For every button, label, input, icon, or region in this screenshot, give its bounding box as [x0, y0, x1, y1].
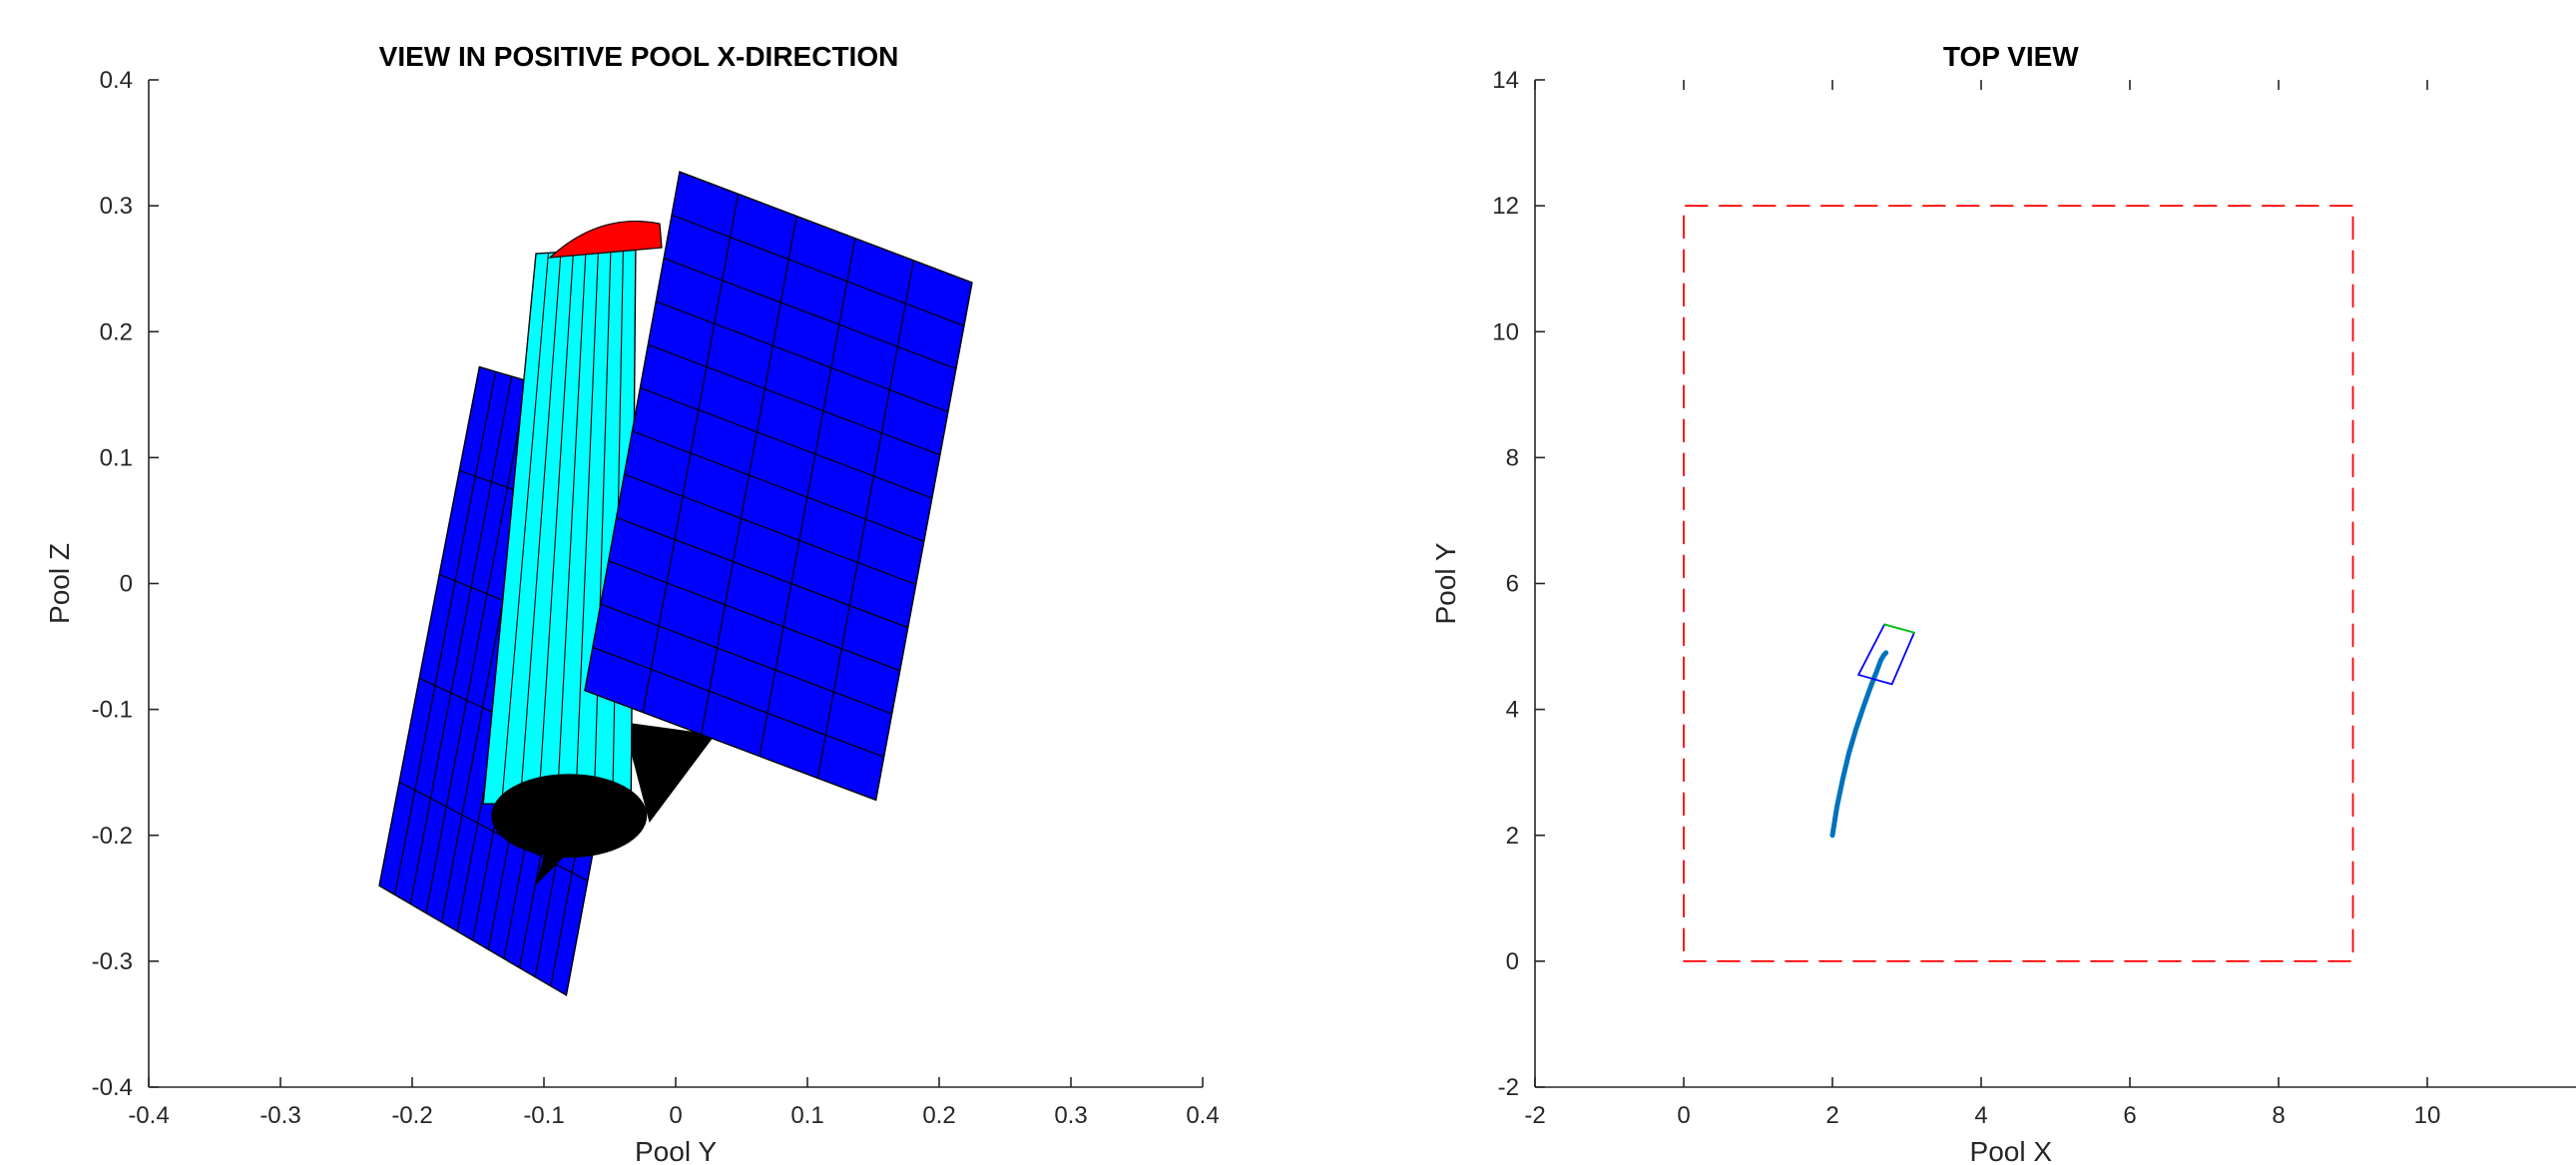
y-tick-label: 0	[1506, 948, 1519, 975]
hull-facet-line	[593, 249, 612, 805]
nose-cap	[548, 221, 663, 259]
rear-fin	[623, 722, 716, 824]
panel-grid-line	[592, 646, 884, 758]
x-tick-label: 0	[1677, 1102, 1690, 1129]
y-tick-label: -0.2	[92, 823, 133, 850]
panel-grid-line	[632, 430, 925, 542]
x-tick-label: 10	[2414, 1102, 2441, 1129]
y-tick-label: 0.3	[100, 193, 133, 220]
panel-grid-line	[640, 387, 933, 499]
y-tick-label: -2	[1498, 1074, 1519, 1101]
pool-boundary-line	[1683, 205, 2354, 962]
panel-grid-line	[655, 300, 949, 413]
x-tick-label: -0.3	[259, 1102, 300, 1129]
right-plot: -2 0 2 4 6 8 10 -2 0 2 4 6 8 10 12 14 TOP VIEW Pool X P…	[1430, 41, 2576, 1165]
panel-grid-line	[425, 380, 529, 913]
x-tick-label: 0.2	[922, 1102, 955, 1129]
left-plot-title: VIEW IN POSITIVE POOL X-DIRECTION	[379, 41, 899, 72]
y-tick-label: -0.3	[92, 948, 133, 975]
x-tick-label: -2	[1524, 1102, 1545, 1129]
right-axes: -2 0 2 4 6 8 10 -2 0 2 4 6 8 10 12 14	[1492, 67, 2576, 1129]
y-tick-label: -0.4	[92, 1074, 133, 1101]
hull-base	[491, 774, 648, 859]
left-x-axis-label: Pool Y	[635, 1136, 717, 1165]
x-tick-label: 0.3	[1054, 1102, 1087, 1129]
y-tick-label: 6	[1506, 571, 1519, 598]
vehicle-3d-model	[378, 171, 973, 997]
x-tick-label: 0.4	[1186, 1102, 1219, 1129]
left-y-axis-label: Pool Z	[44, 543, 75, 624]
right-plot-title: TOP VIEW	[1943, 41, 2079, 72]
solar-panel-right	[584, 171, 973, 802]
hull-facet-line	[575, 250, 599, 805]
y-tick-label: 0	[120, 571, 133, 598]
hull-facet-line	[538, 251, 575, 805]
panel-grid-line	[663, 258, 957, 370]
panel-grid-line	[394, 371, 497, 895]
y-tick-label: 0.2	[100, 318, 133, 345]
top-view-series	[1683, 205, 2354, 962]
y-tick-label: 12	[1492, 193, 1519, 220]
vehicle-heading-line	[1883, 623, 1915, 634]
lower-fin	[535, 844, 578, 886]
x-tick-label: 4	[1974, 1102, 1987, 1129]
y-tick-label: 0.4	[100, 67, 133, 94]
x-tick-label: 6	[2123, 1102, 2136, 1129]
hull-facet-line	[519, 252, 562, 805]
x-tick-label: -0.1	[523, 1102, 564, 1129]
x-tick-label: -0.2	[391, 1102, 432, 1129]
left-plot: -0.4 -0.3 -0.2 -0.1 0 0.1 0.2 0.3 0.4 -0.4 -0.3 -0.…	[44, 41, 1220, 1165]
y-tick-label: 14	[1492, 67, 1519, 94]
panel-grid-line	[608, 560, 900, 672]
hull-facet-line	[501, 253, 550, 805]
hull-facet-line	[556, 251, 587, 805]
trajectory-line	[1829, 650, 1889, 839]
left-axes: -0.4 -0.3 -0.2 -0.1 0 0.1 0.2 0.3 0.4 -0.4 -0.3 -0.…	[92, 67, 1220, 1129]
y-tick-label: 2	[1506, 823, 1519, 850]
y-tick-label: 0.1	[100, 444, 133, 471]
y-tick-label: 10	[1492, 318, 1519, 345]
y-tick-label: -0.1	[92, 697, 133, 724]
x-tick-label: 8	[2272, 1102, 2285, 1129]
right-x-axis-label: Pool X	[1970, 1136, 2053, 1165]
panel-grid-line	[671, 214, 965, 326]
x-tick-label: 0.1	[790, 1102, 823, 1129]
y-tick-label: 8	[1506, 444, 1519, 471]
x-tick-label: 0	[669, 1102, 682, 1129]
panel-grid-line	[624, 473, 917, 586]
x-tick-label: -0.4	[128, 1102, 169, 1129]
panel-grid-line	[616, 516, 908, 629]
panel-grid-line	[648, 343, 941, 456]
panel-grid-line	[600, 603, 892, 715]
right-y-axis-label: Pool Y	[1430, 542, 1461, 624]
panel-grid-line	[409, 375, 513, 904]
y-tick-label: 4	[1506, 697, 1519, 724]
x-tick-label: 2	[1825, 1102, 1838, 1129]
